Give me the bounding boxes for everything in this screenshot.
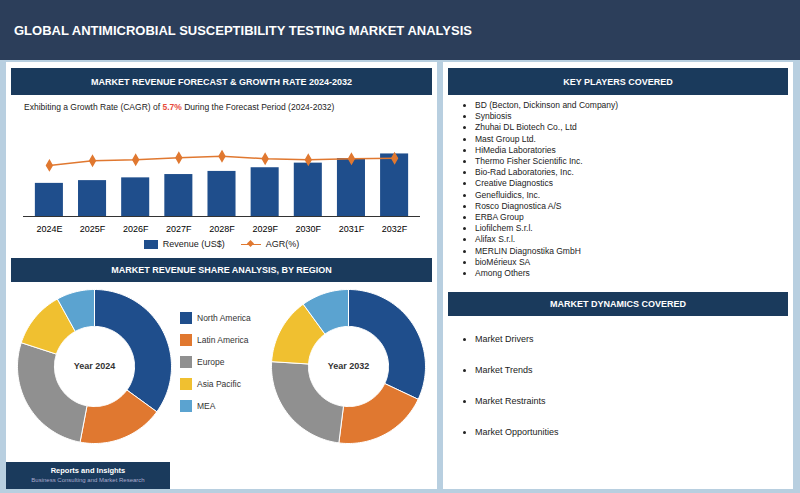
html-text:Market Drivers: Market Drivers (475, 334, 534, 344)
html-text:MERLIN Diagnostika GmbH: MERLIN Diagnostika GmbH (475, 245, 581, 256)
html-text:MARKET REVENUE SHARE ANALYSIS,: MARKET REVENUE SHARE ANALYSIS, BY REGION (111, 265, 332, 275)
html-text:MARKET DYNAMICS COVERED: MARKET DYNAMICS COVERED (550, 299, 686, 309)
svg-text:2032F: 2032F (382, 224, 408, 234)
html-text:Alifax S.r.l.: Alifax S.r.l. (475, 234, 516, 245)
svg-text:Year 2024: Year 2024 (74, 361, 116, 371)
html-text:Business Consulting and Market: Business Consulting and Market Research (31, 477, 145, 483)
svg-text:2029F: 2029F (252, 224, 278, 234)
svg-text:2025F: 2025F (80, 224, 106, 234)
html-text:ERBA Group: ERBA Group (475, 212, 524, 222)
html-text:Genefluidics, Inc.: Genefluidics, Inc. (475, 189, 541, 200)
html-text:Mast Group Ltd.: Mast Group Ltd. (475, 133, 536, 144)
html-text:AGR(%): AGR(%) (265, 239, 300, 249)
svg-text:2027F: 2027F (166, 224, 192, 234)
html-text:KEY PLAYERS COVERED: KEY PLAYERS COVERED (563, 76, 673, 87)
svg-text:2024E: 2024E (36, 224, 62, 234)
svg-text:2026F: 2026F (123, 224, 149, 234)
html-text:Liofilchem S.r.l.: Liofilchem S.r.l. (475, 223, 533, 234)
html-text:Revenue (US$): Revenue (US$) (162, 239, 225, 249)
html-text:GLOBAL ANTIMICROBIAL SUSCEPTIB: GLOBAL ANTIMICROBIAL SUSCEPTIBILITY TEST… (14, 22, 472, 38)
svg-text:2028F: 2028F (209, 224, 235, 234)
svg-text:Year 2032: Year 2032 (328, 361, 370, 371)
html-text:MEA: MEA (197, 401, 216, 411)
html-text:MARKET REVENUE FORECAST & GROW: MARKET REVENUE FORECAST & GROWTH RATE 20… (91, 76, 352, 87)
html-text:Creative Diagnostics: Creative Diagnostics (475, 178, 553, 189)
svg-text:2031F: 2031F (339, 224, 365, 234)
html-text:Asia Pacific: Asia Pacific (197, 379, 241, 389)
html-text:Synbiosis: Synbiosis (475, 111, 512, 122)
html-text:North America: North America (197, 313, 251, 323)
html-text:Market Opportunities: Market Opportunities (475, 427, 559, 437)
html-text:Exhibiting a Growth Rate (CAGR: Exhibiting a Growth Rate (CAGR) of 5.7% … (24, 102, 335, 112)
html-text:Europe: Europe (197, 357, 225, 367)
html-text:Thermo Fisher Scientific Inc.: Thermo Fisher Scientific Inc. (475, 156, 583, 166)
html-text:Zhuhai DL Biotech Co., Ltd: Zhuhai DL Biotech Co., Ltd (475, 122, 577, 133)
html-text:bioMérieux SA: bioMérieux SA (475, 256, 531, 267)
html-text:HiMedia Laboratories: HiMedia Laboratories (475, 144, 556, 155)
html-text:BD (Becton, Dickinson and Comp: BD (Becton, Dickinson and Company) (475, 100, 619, 110)
html-text:Reports and Insights: Reports and Insights (50, 466, 126, 475)
html-text:Market Trends: Market Trends (475, 365, 533, 375)
html-text:Bio-Rad Laboratories, Inc.: Bio-Rad Laboratories, Inc. (475, 167, 574, 178)
html-text:Rosco Diagnostica A/S: Rosco Diagnostica A/S (475, 200, 562, 211)
html-text:Market Restraints: Market Restraints (475, 396, 546, 406)
svg-text:2030F: 2030F (296, 224, 322, 234)
html-text:Latin America: Latin America (197, 335, 249, 345)
html-text:Among Others: Among Others (475, 268, 530, 278)
